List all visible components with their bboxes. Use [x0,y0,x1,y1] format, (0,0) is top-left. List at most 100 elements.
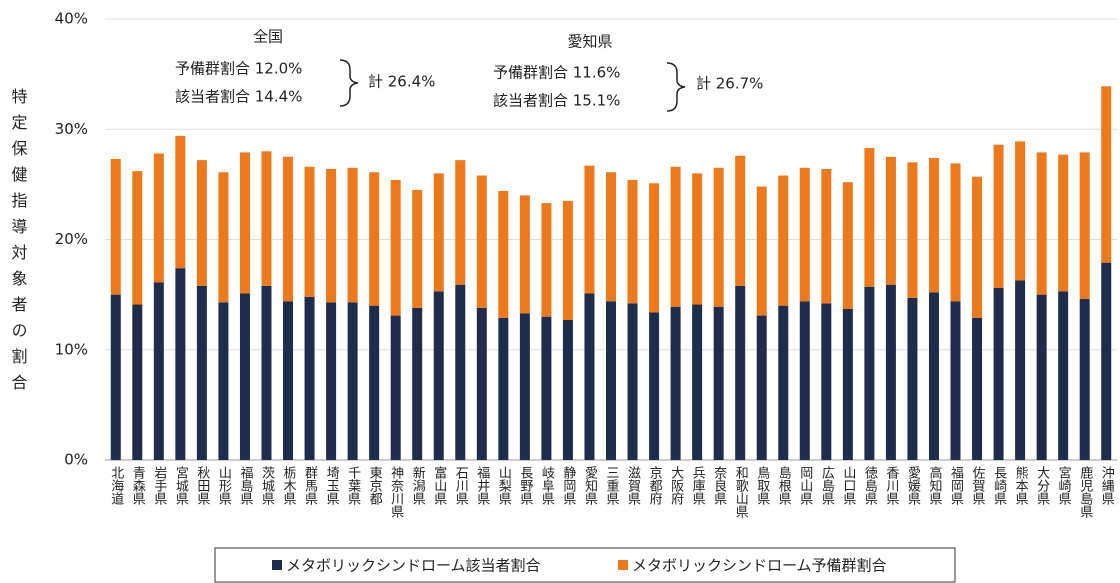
bar-segment [390,179,401,316]
bar-segment [261,151,272,286]
bar-segment [864,286,875,460]
annotation-line: 該当者割合 14.4% [175,88,302,106]
bar-segment [283,156,294,302]
bar-segment [799,167,810,302]
y-tick-label: 10% [55,340,88,358]
x-tick-label: 徳島県 [862,466,878,505]
x-tick-label: 福島県 [237,466,253,505]
bar-segment [347,167,358,303]
x-tick-label: 熊本県 [1013,465,1029,505]
bar-segment [950,301,961,460]
bar-segment [412,307,423,460]
bar-segment [175,135,186,269]
bar-segment [1079,299,1090,460]
x-tick-label: 栃木県 [281,466,297,505]
x-tick-label: 神奈川県 [388,466,404,518]
bar-segment [1036,152,1047,295]
bar-segment [670,166,681,307]
bar-segment [196,160,207,286]
x-tick-label: 鳥取県 [754,466,770,505]
bar-segment [476,175,487,308]
bar-segment [326,168,337,303]
bar-segment [110,159,121,295]
bar-segment [261,285,272,460]
bar-segment [110,294,121,460]
annotation-total: 計 26.7% [696,75,763,93]
bar-segment [821,303,832,460]
x-tick-label: 高知県 [926,465,942,505]
annotation-line: 該当者割合 15.1% [493,92,620,110]
x-tick-label: 青森県 [130,466,146,505]
bar-segment [153,282,164,460]
x-tick-label: 千葉県 [345,466,361,505]
x-tick-label: 岩手県 [151,466,167,505]
bar-segment [584,293,595,460]
x-tick-label: 愛媛県 [905,466,921,505]
legend-label: メタボリックシンドローム該当者割合 [286,557,541,575]
x-tick-label: 宮崎県 [1056,465,1072,505]
bar-segment [993,144,1004,289]
bar-segment [562,319,573,460]
y-tick-label: 40% [55,10,88,28]
bar-segment [649,183,660,313]
bar-segment [735,285,746,460]
y-tick-label: 30% [55,120,88,138]
x-tick-label: 岐阜県 [539,466,555,505]
bar-segment [433,291,444,460]
x-tick-label: 山口県 [840,466,856,505]
bar-segment [412,189,423,308]
bar-segment [756,315,767,460]
bar-segment [972,176,983,318]
bar-segment [627,303,638,460]
x-tick-label: 宮城県 [173,465,189,505]
bar-segment [713,306,724,460]
x-tick-label: 滋賀県 [625,466,641,505]
bar-segment [799,301,810,460]
bar-segment [1015,280,1026,460]
bar-segment [928,157,939,293]
bar-segment [735,155,746,286]
bar-segment [606,301,616,460]
x-tick-label: 富山県 [431,465,447,505]
bar-segment [1101,262,1112,460]
x-tick-label: 東京都 [367,465,383,505]
x-tick-label: 長野県 [517,466,533,505]
annotation-line: 予備群割合 12.0% [175,60,302,78]
bar-segment [670,306,681,460]
legend-label: メタボリックシンドローム予備群割合 [632,557,887,575]
bar-segment [606,172,616,302]
bar-segment [972,317,983,460]
bar-segment [347,302,358,460]
bar-segment [132,304,143,460]
bar-segment [842,182,853,309]
x-tick-label: 奈良県 [711,466,727,505]
x-tick-label: 山梨県 [496,466,512,505]
bar-segment [519,313,530,460]
x-tick-label: 愛知県 [582,466,598,505]
x-tick-label: 佐賀県 [970,466,986,505]
bar-segment [907,162,918,298]
brace [666,62,686,112]
bar-segment [239,293,250,460]
bar-segment [304,166,315,297]
x-tick-label: 大分県 [1034,466,1050,505]
bar-segment [218,302,229,460]
bar-segment [498,317,509,460]
annotation-title: 愛知県 [567,33,612,51]
bar-segment [541,316,552,460]
bar-segment [864,147,875,287]
annotation-line: 予備群割合 11.6% [493,64,620,82]
bar-segment [778,175,789,306]
x-tick-label: 長崎県 [991,466,1007,505]
bar-segment [476,307,487,460]
bar-segment [541,203,552,317]
bar-segment [1015,141,1026,281]
x-tick-label: 山形県 [216,466,232,505]
x-tick-label: 石川県 [453,466,469,505]
bar-segment [778,305,789,460]
bar-segment [433,173,444,292]
bar-segment [498,190,509,318]
x-tick-label: 茨城県 [259,466,275,505]
x-tick-label: 三重県 [604,466,620,505]
bar-segment [692,173,703,305]
